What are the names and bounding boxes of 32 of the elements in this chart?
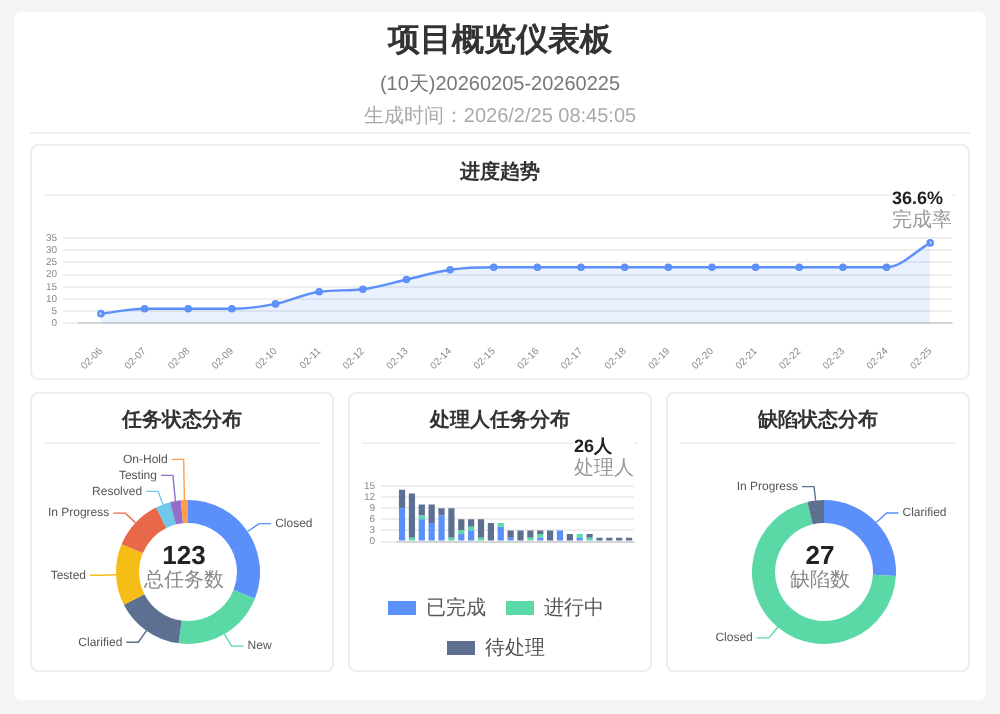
text: 项目概览仪表板: [385, 21, 614, 62]
bar: [477, 519, 485, 538]
bar: [398, 489, 406, 509]
bar: [556, 530, 564, 541]
text: 26人: [574, 434, 615, 457]
legend-label: 待处理: [485, 635, 545, 660]
text: 27: [805, 539, 835, 569]
legend-label: 进行中: [544, 595, 604, 620]
text: 总任务数: [144, 569, 224, 593]
chart-title: 缺陷状态分布: [680, 394, 956, 444]
text: 缺陷数: [790, 569, 850, 593]
bar: [458, 534, 465, 541]
bar: [408, 493, 416, 538]
bar: [418, 504, 425, 516]
bar: [468, 530, 475, 541]
bar: [566, 534, 573, 541]
bar: [547, 530, 554, 541]
chart-title: 处理人任务分布: [430, 410, 570, 432]
bar: [487, 523, 494, 541]
bar: [398, 508, 406, 541]
bar: [418, 519, 425, 541]
text: 123: [162, 539, 206, 569]
bar: [497, 526, 504, 541]
text: 36.6%: [892, 186, 946, 209]
chart-title: 进度趋势: [460, 162, 540, 184]
legend-label: 已完成: [426, 595, 486, 620]
text: (10天)20260205-20260225: [377, 72, 623, 98]
text: 生成时间：2026/2/25 08:45:05: [361, 103, 639, 130]
bar: [468, 519, 475, 527]
chart-title: 任务状态分布: [44, 394, 320, 444]
text: 处理人: [574, 458, 634, 482]
text: 完成率: [892, 210, 952, 234]
